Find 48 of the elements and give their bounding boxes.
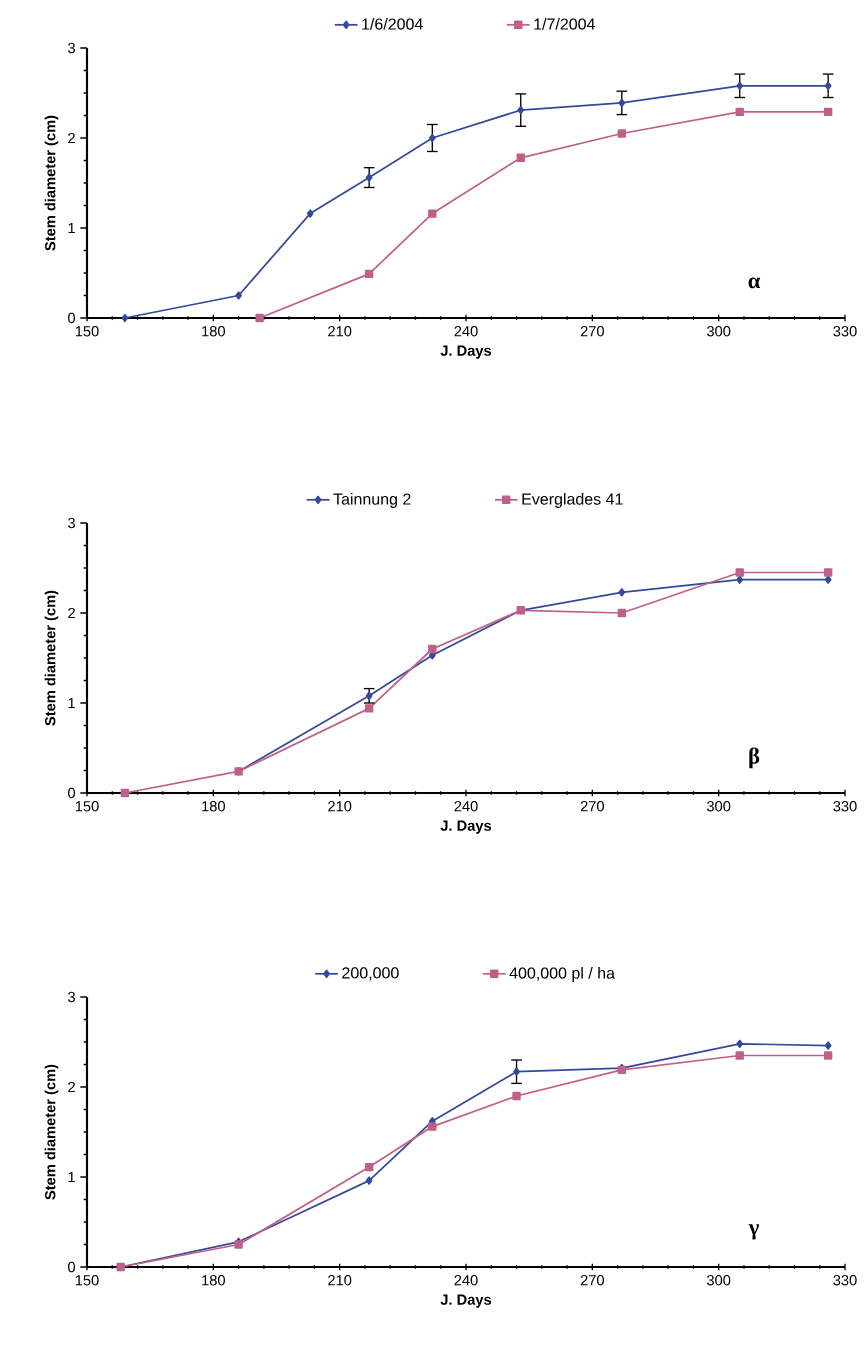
x-tick-label: 240 xyxy=(454,1275,478,1286)
x-tick-label: 180 xyxy=(202,801,225,812)
x-tick-label: 270 xyxy=(580,1275,604,1286)
x-tick-label: 150 xyxy=(75,801,99,812)
legend-label: 1/6/2004 xyxy=(362,18,423,30)
y-axis-title: Stem diameter (cm) xyxy=(44,1064,59,1200)
legend-label: Tainnung 2 xyxy=(333,493,411,508)
y-tick-label: 0 xyxy=(68,312,76,324)
x-tick-label: 150 xyxy=(75,1275,99,1286)
y-tick-label: 2 xyxy=(68,607,75,619)
annotation: α xyxy=(748,277,761,289)
y-tick-label: 3 xyxy=(68,517,75,529)
y-tick-label: 0 xyxy=(68,787,76,799)
legend-label: Everglades 41 xyxy=(522,493,623,508)
annotation: β xyxy=(749,747,760,769)
x-tick-label: 240 xyxy=(454,801,478,812)
y-axis-title: Stem diameter (cm) xyxy=(44,590,59,726)
legend-label: 1/7/2004 xyxy=(534,18,595,30)
x-tick-label: 300 xyxy=(707,801,731,812)
y-tick-label: 2 xyxy=(68,132,75,144)
y-tick-label: 2 xyxy=(68,1081,75,1093)
y-tick-label: 1 xyxy=(68,1171,75,1183)
x-tick-label: 270 xyxy=(580,801,604,812)
x-axis-title: J. Days xyxy=(440,820,492,834)
y-tick-label: 0 xyxy=(68,1261,76,1273)
x-tick-label: 210 xyxy=(328,326,352,337)
y-axis-title: Stem diameter (cm) xyxy=(44,115,59,251)
annotation: γ xyxy=(748,1224,760,1240)
x-tick-label: 270 xyxy=(580,326,604,337)
y-tick-label: 3 xyxy=(68,42,75,54)
x-axis-title: J. Days xyxy=(440,345,492,359)
x-tick-label: 150 xyxy=(75,326,99,337)
x-tick-label: 300 xyxy=(707,326,731,337)
x-tick-label: 180 xyxy=(202,326,225,337)
x-tick-label: 240 xyxy=(454,326,478,337)
x-tick-label: 210 xyxy=(328,1275,352,1286)
x-tick-label: 180 xyxy=(202,1275,225,1286)
x-tick-label: 330 xyxy=(833,326,857,337)
x-tick-label: 330 xyxy=(833,1275,857,1286)
x-tick-label: 210 xyxy=(328,801,352,812)
x-tick-label: 300 xyxy=(707,1275,731,1286)
x-axis-title: J. Days xyxy=(440,1294,492,1308)
y-tick-label: 1 xyxy=(68,222,75,234)
legend-label: 200,000 xyxy=(342,967,399,981)
x-tick-label: 330 xyxy=(833,801,857,812)
y-tick-label: 1 xyxy=(68,697,75,709)
legend-label: 400,000 pl / ha xyxy=(509,967,615,982)
y-tick-label: 3 xyxy=(68,991,75,1003)
